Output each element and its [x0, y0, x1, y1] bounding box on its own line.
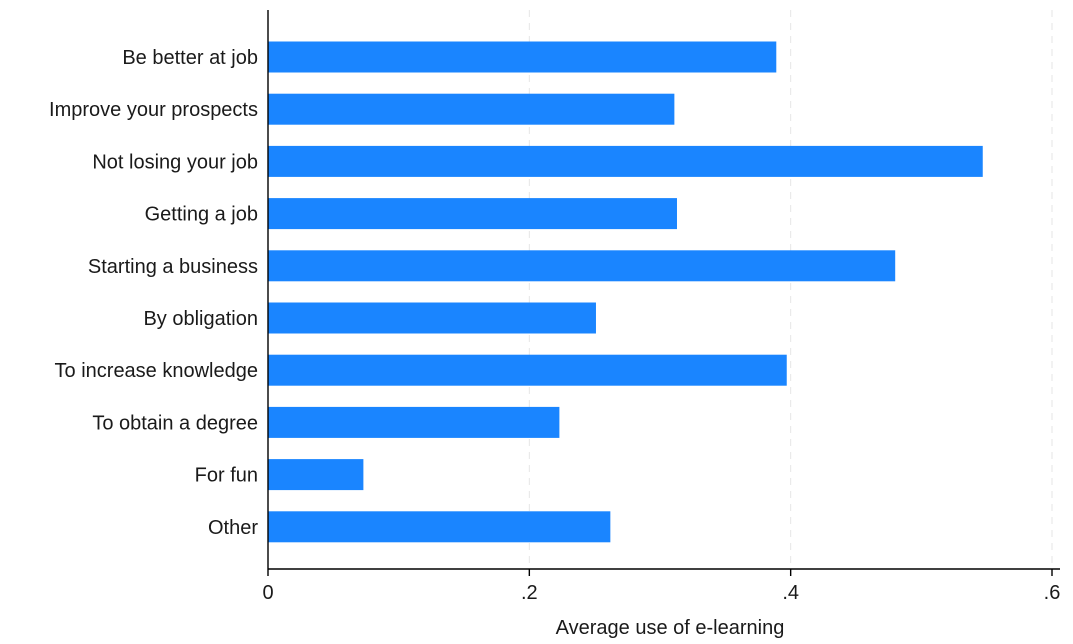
bar-4	[268, 250, 896, 282]
category-label-5: By obligation	[143, 308, 258, 330]
bar-3	[268, 198, 677, 230]
bar-8	[268, 459, 364, 491]
bar-2	[268, 145, 983, 177]
category-labels: Be better at job Improve your prospects No…	[49, 47, 258, 539]
bars	[268, 41, 983, 543]
x-tick-label-3: .6	[1044, 582, 1061, 604]
category-label-3: Getting a job	[145, 204, 258, 226]
category-label-7: To obtain a degree	[92, 412, 258, 434]
x-tick-label-2: .4	[782, 582, 799, 604]
bar-7	[268, 406, 560, 438]
x-tick-label-1: .2	[521, 582, 538, 604]
bar-1	[268, 93, 675, 125]
x-axis-ticks: 0 .2 .4 .6	[262, 569, 1060, 604]
category-label-6: To increase knowledge	[55, 360, 258, 382]
category-label-9: Other	[208, 517, 258, 539]
category-label-1: Improve your prospects	[49, 99, 258, 121]
category-label-2: Not losing your job	[92, 151, 258, 173]
category-label-8: For fun	[195, 465, 258, 487]
bar-5	[268, 302, 596, 334]
bar-9	[268, 511, 611, 543]
bar-6	[268, 354, 787, 386]
bar-0	[268, 41, 777, 73]
category-label-4: Starting a business	[88, 256, 258, 278]
category-label-0: Be better at job	[122, 47, 258, 69]
x-axis-title: Average use of e-learning	[556, 617, 785, 639]
x-tick-label-0: 0	[262, 582, 273, 604]
